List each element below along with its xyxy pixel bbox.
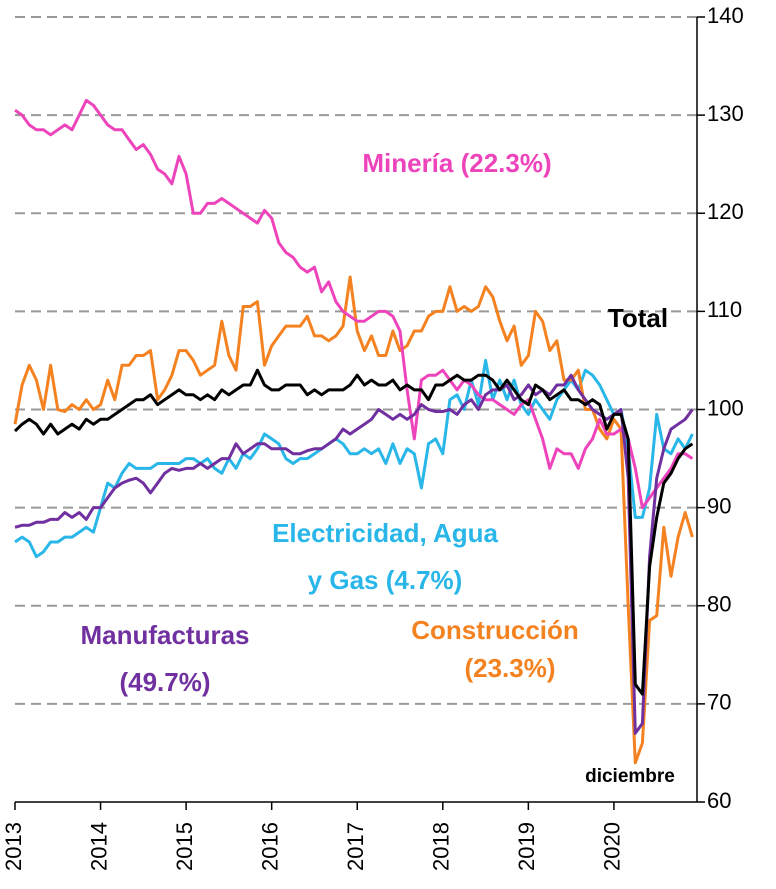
x-tick-label: 2014: [86, 822, 111, 871]
x-tick-label: 2016: [257, 822, 282, 871]
y-tick-label: 70: [707, 690, 731, 715]
series-label: Electricidad, Agua: [272, 518, 498, 548]
x-tick-label: 2019: [514, 822, 539, 871]
x-tick-label: 2013: [1, 822, 26, 871]
series-label: Manufacturas: [80, 620, 249, 650]
series-line: [13, 275, 694, 765]
annotation: diciembre: [585, 766, 675, 787]
series-label: y Gas (4.7%): [308, 565, 463, 595]
series-label: Total: [608, 303, 668, 333]
y-tick-label: 120: [707, 199, 744, 224]
x-tick-label: 2020: [600, 822, 625, 871]
y-tick-label: 80: [707, 592, 731, 617]
series-line: [14, 358, 694, 559]
y-tick-label: 130: [707, 101, 744, 126]
series-label: (49.7%): [119, 667, 210, 697]
x-tick-label: 2018: [429, 822, 454, 871]
series-label: Construcción: [411, 615, 579, 645]
y-tick-label: 140: [707, 3, 744, 28]
series-line: [14, 98, 694, 510]
series-label: Minería (22.3%): [362, 148, 551, 178]
series-line: [14, 373, 694, 735]
y-tick-label: 90: [707, 493, 731, 518]
y-tick-label: 110: [707, 297, 742, 322]
series-label: (23.3%): [464, 653, 555, 683]
y-tick-label: 100: [707, 395, 744, 420]
y-tick-label: 60: [707, 788, 731, 813]
series-line: [13, 368, 694, 696]
x-tick-label: 2015: [172, 822, 197, 871]
x-tick-label: 2017: [343, 822, 368, 871]
